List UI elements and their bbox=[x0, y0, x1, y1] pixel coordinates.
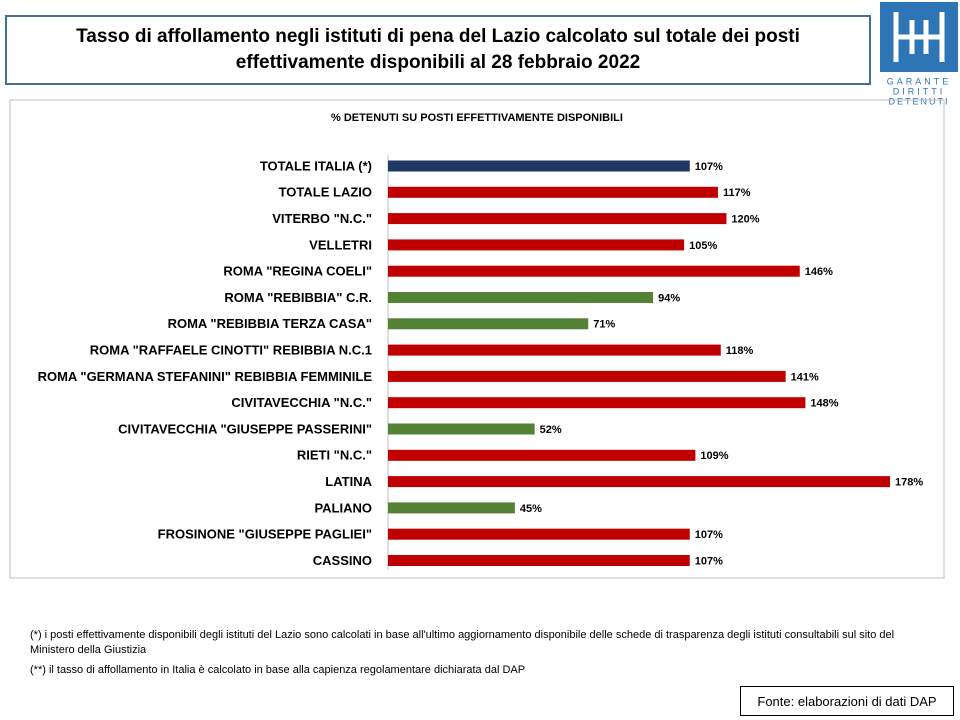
value-label: 52% bbox=[540, 424, 562, 436]
category-label: ROMA "REBIBBIA TERZA CASA" bbox=[168, 316, 372, 331]
bar bbox=[388, 476, 890, 488]
value-label: 105% bbox=[689, 240, 717, 252]
bar bbox=[388, 397, 806, 409]
category-label: ROMA "RAFFAELE CINOTTI" REBIBBIA N.C.1 bbox=[90, 343, 372, 358]
value-label: 118% bbox=[726, 345, 754, 357]
value-label: 148% bbox=[810, 398, 838, 410]
bar bbox=[388, 186, 718, 198]
title: Tasso di affollamento negli istituti di … bbox=[5, 15, 871, 85]
category-label: CASSINO bbox=[313, 553, 372, 568]
bar bbox=[388, 370, 786, 382]
source: Fonte: elaborazioni di dati DAP bbox=[740, 686, 954, 716]
footnote: (*) i posti effettivamente disponibili d… bbox=[30, 629, 895, 656]
value-label: 107% bbox=[695, 529, 723, 541]
bar bbox=[388, 239, 685, 251]
chart-subtitle: % DETENUTI SU POSTI EFFETTIVAMENTE DISPO… bbox=[331, 112, 623, 124]
logo-text: DIRITTI bbox=[893, 86, 946, 96]
category-label: RIETI "N.C." bbox=[297, 448, 372, 463]
logo-text: DETENUTI bbox=[889, 96, 950, 106]
value-label: 71% bbox=[593, 319, 615, 331]
logo-mark bbox=[893, 12, 945, 62]
bar bbox=[388, 502, 515, 514]
category-label: CIVITAVECCHIA "N.C." bbox=[231, 395, 372, 410]
category-label: TOTALE ITALIA (*) bbox=[260, 158, 372, 173]
category-label: VELLETRI bbox=[309, 237, 372, 252]
category-label: VITERBO "N.C." bbox=[272, 211, 372, 226]
category-label: TOTALE LAZIO bbox=[279, 185, 372, 200]
bar bbox=[388, 265, 800, 277]
bar bbox=[388, 160, 690, 172]
footnote: (**) il tasso di affollamento in Italia … bbox=[30, 664, 526, 676]
value-label: 94% bbox=[658, 292, 680, 304]
category-label: CIVITAVECCHIA "GIUSEPPE PASSERINI" bbox=[118, 421, 372, 436]
value-label: 117% bbox=[723, 187, 751, 199]
value-label: 109% bbox=[700, 450, 728, 462]
value-label: 141% bbox=[791, 371, 819, 383]
bar bbox=[388, 292, 654, 303]
category-label: ROMA "REBIBBIA" C.R. bbox=[224, 290, 372, 305]
bar bbox=[388, 528, 690, 540]
value-label: 107% bbox=[695, 161, 723, 173]
bar bbox=[388, 449, 696, 461]
chart-frame bbox=[9, 99, 945, 579]
bar bbox=[388, 555, 690, 566]
bar bbox=[388, 318, 589, 330]
value-label: 45% bbox=[520, 503, 542, 515]
value-label: 178% bbox=[895, 477, 923, 489]
value-label: 120% bbox=[731, 214, 759, 226]
bar bbox=[388, 344, 721, 356]
bar bbox=[388, 213, 727, 225]
category-label: PALIANO bbox=[314, 500, 372, 515]
category-label: ROMA "REGINA COELI" bbox=[223, 264, 372, 279]
category-label: FROSINONE "GIUSEPPE PAGLIEI" bbox=[158, 527, 372, 542]
bar bbox=[388, 423, 535, 435]
category-label: LATINA bbox=[325, 474, 372, 489]
logo-text: GARANTE bbox=[887, 76, 952, 86]
category-label: ROMA "GERMANA STEFANINI" REBIBBIA FEMMIN… bbox=[38, 369, 373, 384]
value-label: 146% bbox=[805, 266, 833, 278]
value-label: 107% bbox=[695, 555, 723, 567]
